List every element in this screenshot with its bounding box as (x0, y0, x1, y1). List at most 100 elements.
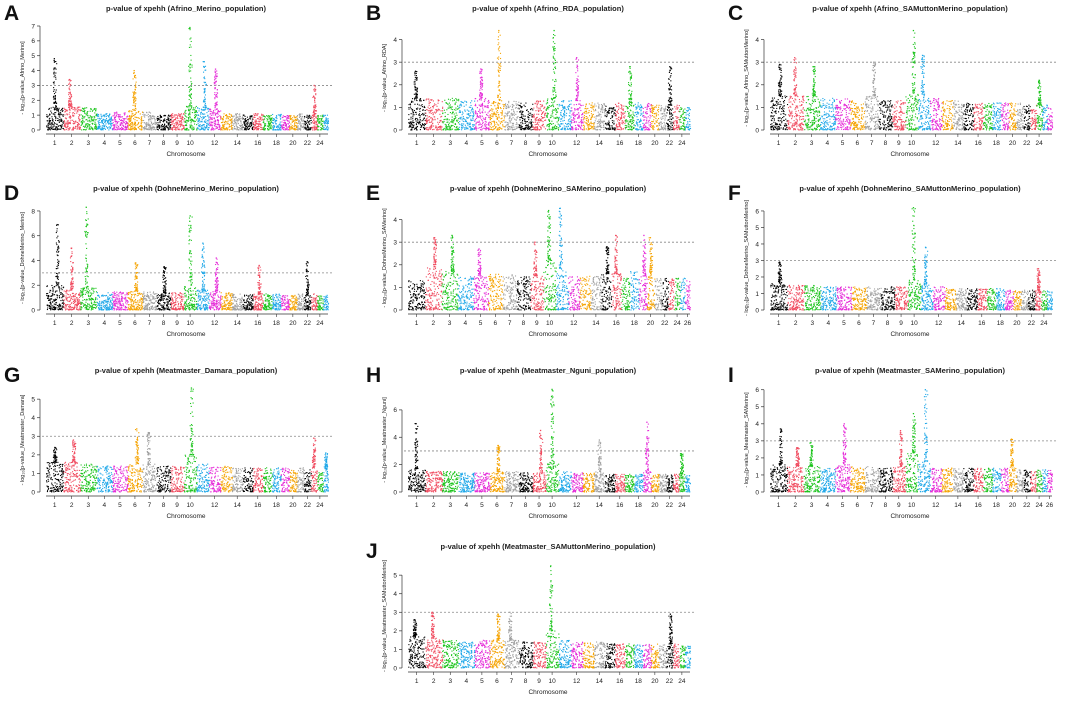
snp-point (555, 62, 556, 63)
snp-point (560, 112, 561, 113)
snp-point (584, 117, 585, 118)
snp-point (254, 121, 255, 122)
snp-point (553, 50, 554, 51)
y-tick-label: 6 (31, 38, 35, 45)
snp-point (81, 110, 82, 111)
snp-point (520, 129, 521, 130)
snp-point (583, 122, 584, 123)
snp-point (160, 129, 161, 130)
x-tick-label: 6 (133, 140, 137, 147)
snp-point (110, 127, 111, 128)
snp-point (268, 115, 269, 116)
y-tick-label: 4 (31, 68, 35, 75)
snp-point (115, 121, 116, 122)
snp-point (565, 123, 566, 124)
snp-point (549, 105, 550, 106)
snp-point (136, 112, 137, 113)
snp-point (555, 68, 556, 69)
snp-point (49, 118, 50, 119)
snp-point (548, 119, 549, 120)
snp-point (104, 125, 105, 126)
snp-point (463, 116, 464, 117)
snp-point (579, 122, 580, 123)
snp-point (411, 117, 412, 118)
snp-point (497, 107, 498, 108)
snp-point (180, 125, 181, 126)
snp-point (205, 94, 206, 95)
snp-point (197, 118, 198, 119)
snp-point (270, 122, 271, 123)
snp-point (499, 94, 500, 95)
snp-point (50, 111, 51, 112)
snp-point (84, 112, 85, 113)
snp-point (461, 117, 462, 118)
snp-point (149, 119, 150, 120)
snp-point (478, 128, 479, 129)
snp-point (508, 105, 509, 106)
x-tick-label: 4 (103, 140, 107, 147)
snp-point (547, 113, 548, 114)
snp-point (204, 97, 205, 98)
snp-point (199, 118, 200, 119)
snp-point (161, 129, 162, 130)
snp-point (479, 95, 480, 96)
snp-point (171, 114, 172, 115)
snp-point (560, 123, 561, 124)
snp-point (265, 128, 266, 129)
snp-point (444, 110, 445, 111)
snp-point (576, 99, 577, 100)
snp-point (214, 94, 215, 95)
snp-point (188, 119, 189, 120)
snp-point (108, 129, 109, 130)
snp-point (111, 125, 112, 126)
snp-point (318, 119, 319, 120)
snp-point (481, 124, 482, 125)
snp-point (209, 119, 210, 120)
snp-point (524, 121, 525, 122)
snp-point (434, 103, 435, 104)
snp-point (54, 114, 55, 115)
snp-point (253, 129, 254, 130)
snp-point (160, 115, 161, 116)
snp-point (466, 104, 467, 105)
snp-point (555, 125, 556, 126)
snp-point (135, 117, 136, 118)
snp-point (216, 108, 217, 109)
snp-point (480, 117, 481, 118)
snp-point (133, 115, 134, 116)
snp-point (440, 110, 441, 111)
snp-point (569, 123, 570, 124)
snp-point (222, 120, 223, 121)
snp-point (458, 99, 459, 100)
snp-point (455, 110, 456, 111)
snp-point (512, 127, 513, 128)
snp-point (231, 115, 232, 116)
snp-point (97, 118, 98, 119)
snp-point (501, 100, 502, 101)
snp-point (315, 126, 316, 127)
snp-point (304, 116, 305, 117)
snp-point (493, 122, 494, 123)
snp-point (504, 120, 505, 121)
snp-point (553, 110, 554, 111)
snp-point (436, 106, 437, 107)
snp-point (207, 115, 208, 116)
snp-point (70, 93, 71, 94)
snp-point (91, 117, 92, 118)
snp-point (261, 120, 262, 121)
snp-point (568, 101, 569, 102)
snp-point (552, 129, 553, 130)
snp-point (474, 120, 475, 121)
snp-point (255, 128, 256, 129)
snp-point (174, 115, 175, 116)
snp-point (82, 111, 83, 112)
snp-point (77, 122, 78, 123)
snp-point (315, 98, 316, 99)
snp-point (476, 112, 477, 113)
snp-point (203, 110, 204, 111)
snp-point (166, 119, 167, 120)
x-axis-label: Chromosome (528, 151, 567, 158)
snp-point (564, 115, 565, 116)
snp-point (576, 96, 577, 97)
snp-point (55, 126, 56, 127)
